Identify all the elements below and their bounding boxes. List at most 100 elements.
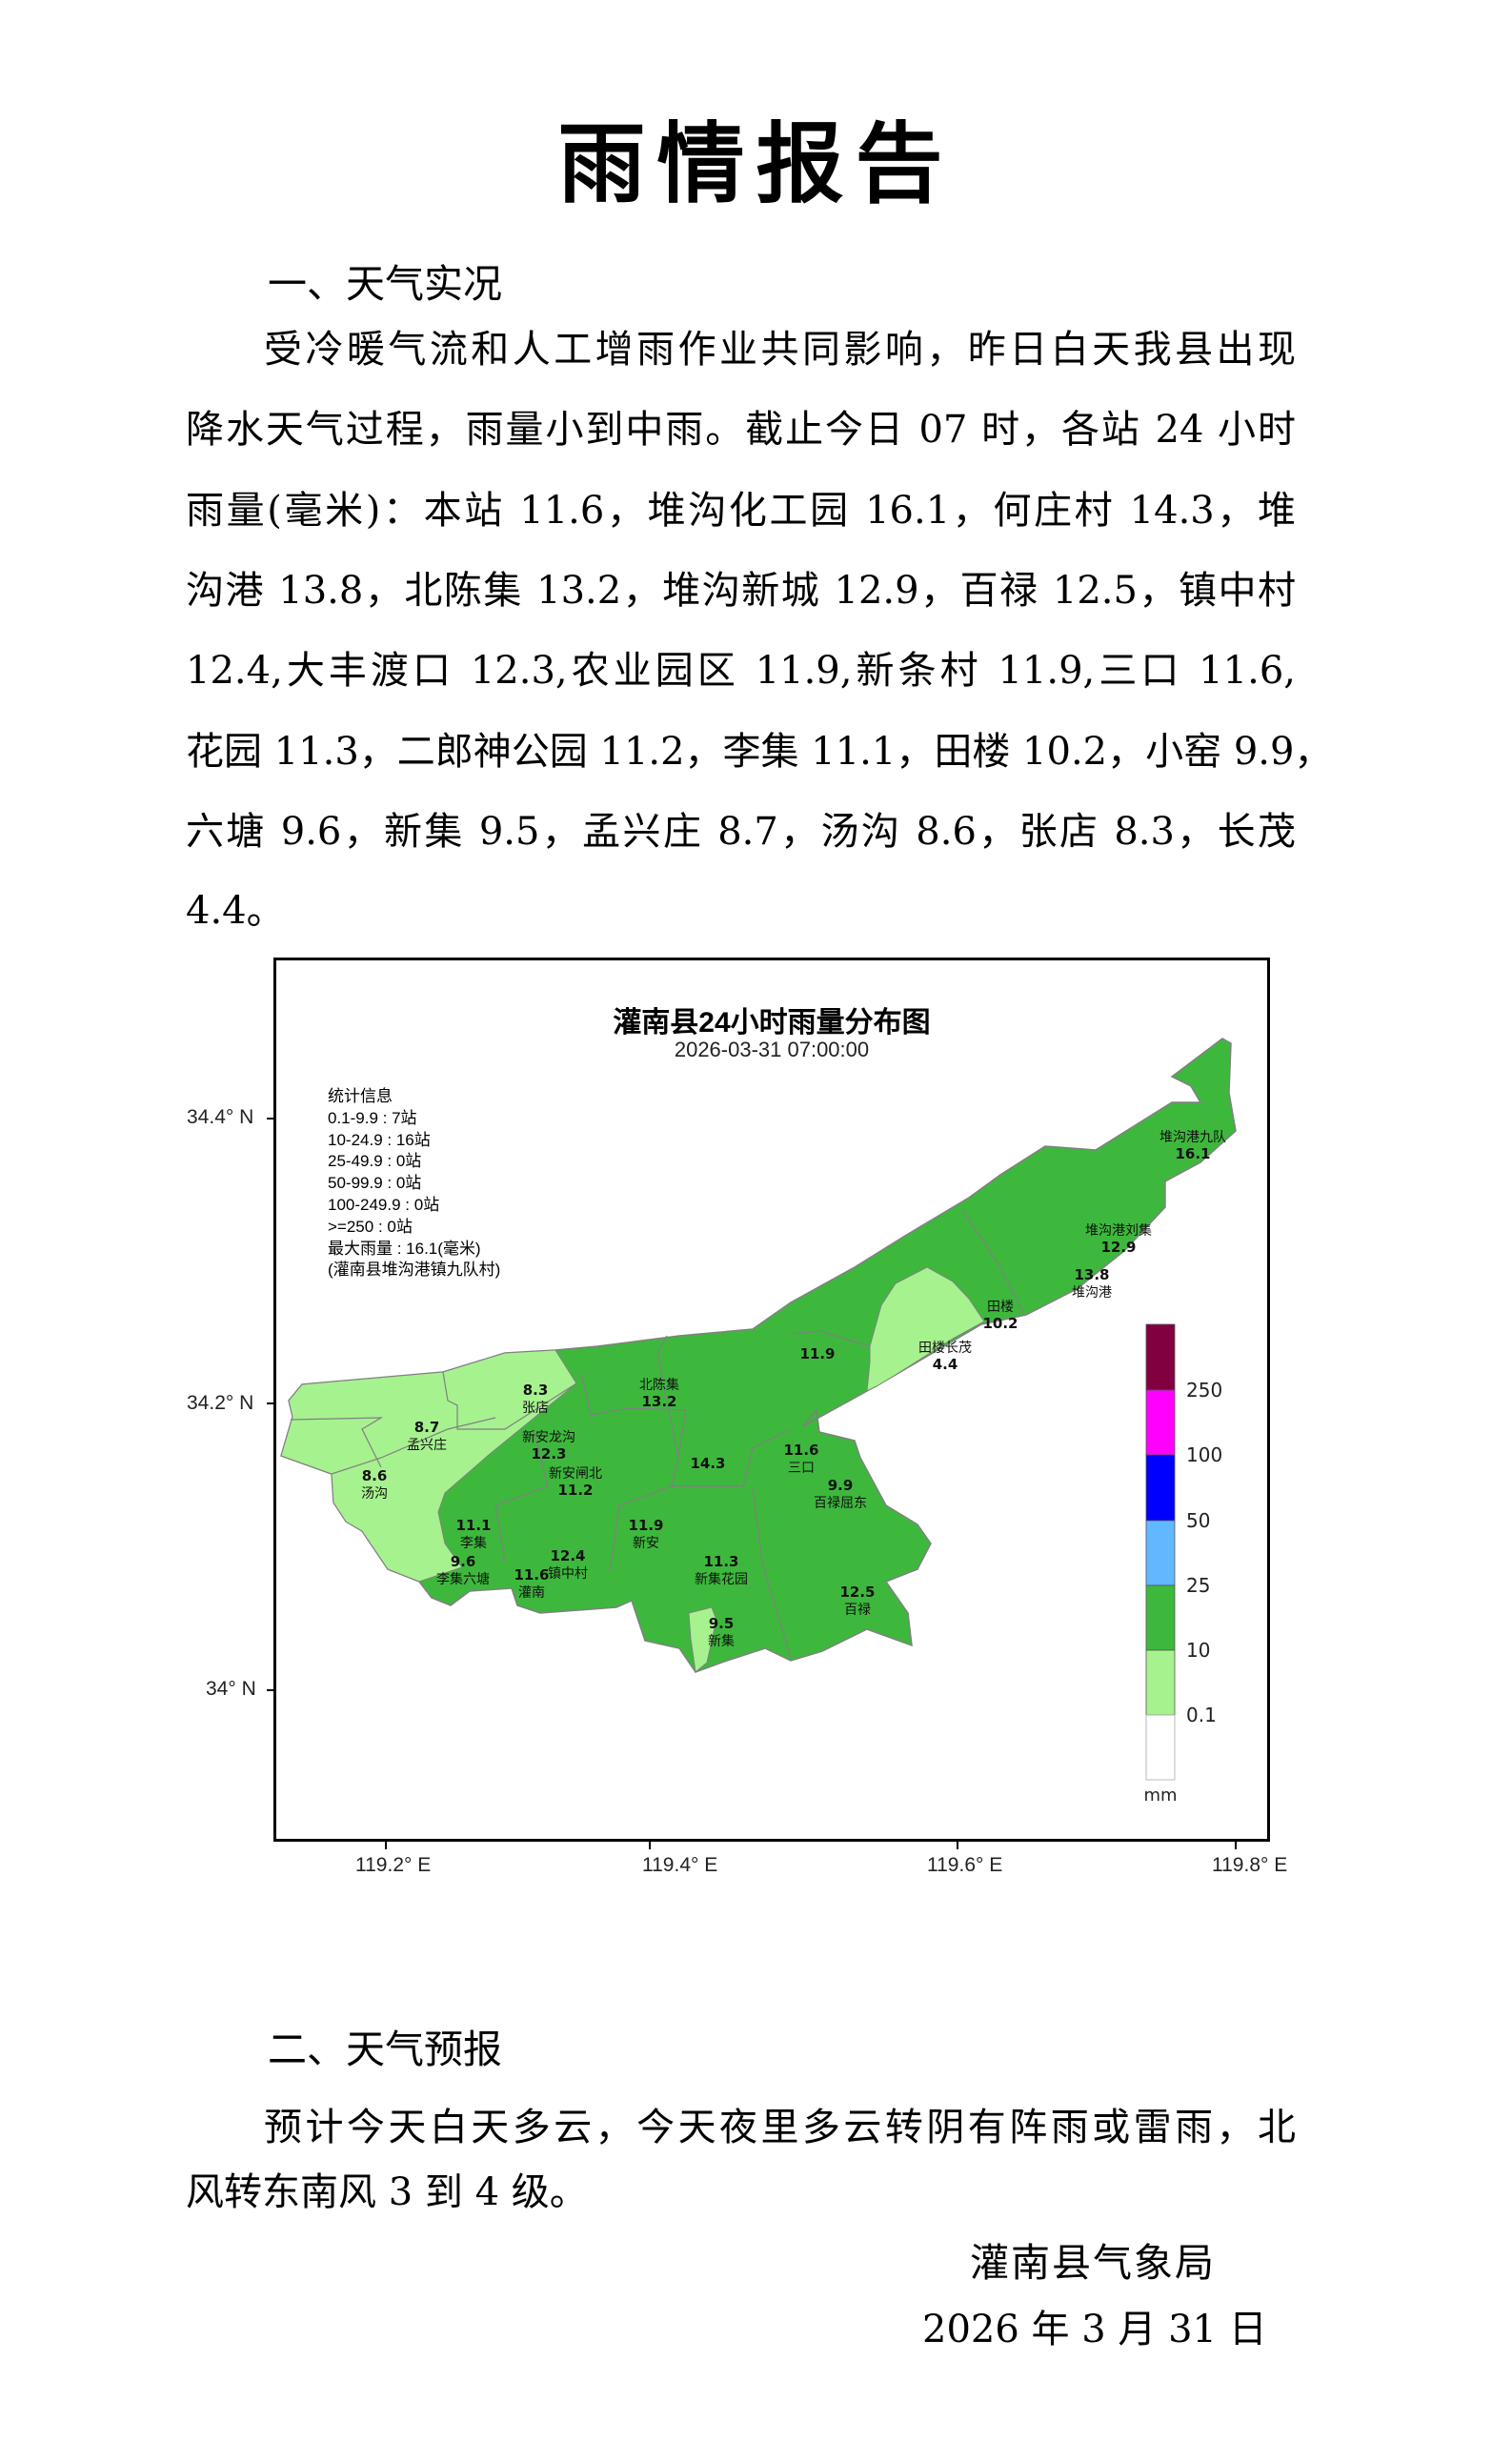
station-value: 9.5: [709, 1615, 735, 1632]
station-name: 百禄屈东: [814, 1496, 867, 1511]
lat-tick-label: 34.4° N: [187, 1106, 254, 1128]
map-subtitle: 2026-03-31 07:00:00: [674, 1038, 870, 1061]
station-name: 三口: [788, 1461, 815, 1476]
stat-line: 统计信息: [328, 1087, 393, 1105]
colorbar: 250 100 50 25 10 0.1 mm: [1143, 1323, 1222, 1806]
colorbar-swatch: [1145, 1649, 1176, 1716]
lon-tick-label: 119.2° E: [355, 1854, 432, 1876]
colorbar-label: 10: [1186, 1639, 1210, 1662]
paragraph-line: 沟港 13.8，北陈集 13.2，堆沟新城 12.9，百禄 12.5，镇中村: [186, 569, 1296, 613]
station-name: 田楼: [987, 1300, 1014, 1315]
station-name: 灌南: [518, 1585, 545, 1601]
station-name: 新安龙沟: [522, 1430, 575, 1445]
colorbar-swatch: [1145, 1584, 1176, 1651]
rainfall-map-frame: [273, 958, 1270, 1842]
station-name: 新集花园: [695, 1571, 748, 1587]
station-value: 12.3: [531, 1445, 566, 1463]
station-value: 8.6: [362, 1467, 388, 1484]
station-name: 汤沟: [361, 1486, 388, 1502]
station-name: 田楼长茂: [918, 1340, 972, 1356]
station-value: 4.4: [933, 1356, 958, 1373]
lat-tick-label: 34° N: [206, 1678, 256, 1700]
station-name: 百禄: [844, 1603, 871, 1618]
station-value: 9.9: [828, 1477, 854, 1494]
station-name: 堆沟港: [1072, 1285, 1112, 1301]
colorbar-swatch: [1145, 1714, 1176, 1781]
stat-line: 100-249.9 : 0站: [328, 1195, 440, 1214]
paragraph-line: 4.4。: [186, 889, 285, 933]
stat-line: (灌南县堆沟港镇九队村): [328, 1261, 501, 1280]
station-name: 李集: [460, 1535, 487, 1551]
paragraph-line: 受冷暖气流和人工增雨作业共同影响，昨日白天我县出现: [264, 328, 1296, 372]
station-value: 8.7: [414, 1419, 440, 1436]
station-value: 12.4: [550, 1547, 585, 1564]
station-value: 10.2: [982, 1315, 1018, 1332]
paragraph-line: 雨量(毫米)：本站 11.6，堆沟化工园 16.1，何庄村 14.3，堆: [186, 489, 1296, 533]
station-value: 12.9: [1100, 1239, 1136, 1256]
paragraph-line: 预计今天白天多云，今天夜里多云转阴有阵雨或雷雨，北: [264, 2106, 1296, 2149]
colorbar-unit: mm: [1143, 1785, 1177, 1806]
stats-box: 统计信息 0.1-9.9 : 7站 10-24.9 : 16站 25-49.9 …: [328, 1086, 500, 1281]
station-value: 14.3: [690, 1455, 725, 1472]
station-value: 11.6: [783, 1442, 818, 1459]
township-boundaries: [290, 1209, 1025, 1659]
paragraph-line: 花园 11.3，二郎神公园 11.2，李集 11.1，田楼 10.2，小窑 9.…: [186, 730, 1333, 774]
stat-line: 0.1-9.9 : 7站: [328, 1108, 417, 1127]
stat-line: 50-99.9 : 0站: [328, 1174, 422, 1193]
lat-tick-label: 34.2° N: [187, 1392, 254, 1414]
stat-line: >=250 : 0站: [328, 1217, 413, 1236]
paragraph-line: 六塘 9.6，新集 9.5，孟兴庄 8.7，汤沟 8.6，张店 8.3，长茂: [186, 810, 1296, 854]
station-name: 李集六塘: [436, 1571, 490, 1587]
axis-ticks: [267, 1118, 1237, 1849]
colorbar-label: 50: [1186, 1509, 1210, 1532]
station-name: 北陈集: [639, 1377, 679, 1393]
colorbar-swatch: [1145, 1454, 1176, 1522]
station-name: 镇中村: [548, 1566, 588, 1582]
station-value: 11.9: [628, 1517, 663, 1534]
map-title: 灌南县24小时雨量分布图: [613, 1007, 931, 1039]
station-value: 11.3: [703, 1553, 738, 1570]
colorbar-label: 250: [1186, 1379, 1222, 1402]
paragraph-line: 风转东南风 3 到 4 级。: [186, 2170, 588, 2214]
station-value: 11.2: [557, 1482, 593, 1499]
station-name: 堆沟港九队: [1159, 1130, 1226, 1145]
stat-line: 25-49.9 : 0站: [328, 1152, 422, 1171]
station-value: 13.8: [1074, 1266, 1109, 1283]
colorbar-label: 100: [1186, 1443, 1222, 1466]
colorbar-swatch: [1145, 1520, 1176, 1586]
section2-heading: 二、天气预报: [268, 2027, 502, 2072]
lon-tick-label: 119.8° E: [1212, 1854, 1288, 1876]
light-rain-region-xinji: [688, 1606, 717, 1673]
section1-heading: 一、天气实况: [268, 261, 502, 307]
stat-line: 10-24.9 : 16站: [328, 1130, 431, 1149]
county-region-10-25mm: [280, 1038, 1237, 1673]
light-rain-region-west: [280, 1349, 577, 1583]
station-name: 新集: [708, 1633, 735, 1649]
station-name: 新安: [633, 1536, 659, 1551]
station-name: 新安闸北: [549, 1466, 602, 1482]
station-name: 堆沟港刘集: [1085, 1222, 1152, 1239]
colorbar-label: 0.1: [1186, 1704, 1217, 1726]
colorbar-label: 25: [1186, 1574, 1210, 1597]
station-value: 11.6: [514, 1566, 549, 1584]
signature-org: 灌南县气象局: [970, 2240, 1216, 2286]
signature-date: 2026 年 3 月 31 日: [922, 2308, 1267, 2351]
report-title: 雨情报告: [557, 113, 955, 215]
station-value: 9.6: [451, 1553, 476, 1570]
station-name: 张店: [522, 1401, 549, 1416]
lon-tick-label: 119.4° E: [642, 1854, 718, 1876]
station-value: 13.2: [641, 1393, 676, 1410]
stat-line: 最大雨量 : 16.1(毫米): [328, 1239, 481, 1258]
colorbar-swatch: [1145, 1389, 1176, 1456]
paragraph-line: 12.4,大丰渡口 12.3,农业园区 11.9,新条村 11.9,三口 11.…: [186, 649, 1296, 693]
paragraph-line: 降水天气过程，雨量小到中雨。截止今日 07 时，各站 24 小时: [186, 408, 1296, 452]
lon-tick-label: 119.6° E: [927, 1854, 1003, 1876]
station-value: 16.1: [1175, 1145, 1210, 1162]
station-value: 11.1: [455, 1517, 491, 1534]
colorbar-swatch: [1145, 1323, 1176, 1391]
light-rain-region-changmao: [866, 1266, 985, 1392]
station-value: 8.3: [523, 1382, 549, 1399]
station-value: 11.9: [799, 1345, 835, 1362]
